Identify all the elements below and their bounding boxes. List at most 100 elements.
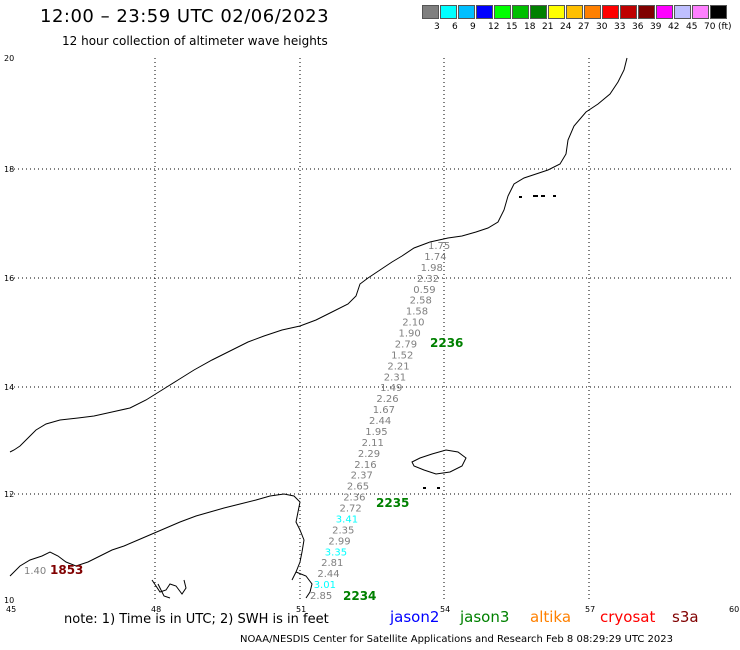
color-scale-label: 21 — [542, 22, 554, 32]
map-subtitle: 12 hour collection of altimeter wave hei… — [62, 34, 328, 48]
swh-reading: 2.10 — [402, 318, 424, 329]
latitude-tick-label: 20 — [4, 54, 14, 63]
swh-reading: 2.72 — [340, 504, 362, 515]
longitude-tick-label: 51 — [296, 605, 306, 614]
color-scale-label: 70 — [704, 22, 716, 32]
swh-reading: 2.65 — [347, 482, 369, 493]
swh-reading-west: 1.40 — [24, 566, 46, 577]
longitude-tick-label: 48 — [151, 605, 161, 614]
color-swatch — [458, 5, 475, 19]
swh-reading: 1.75 — [428, 241, 450, 252]
color-scale-bar — [422, 5, 728, 19]
color-swatch — [710, 5, 727, 19]
longitude-tick-label: 57 — [585, 605, 595, 614]
color-scale-label: 39 — [650, 22, 662, 32]
color-scale-label: 42 — [668, 22, 680, 32]
swh-reading: 2.81 — [321, 558, 343, 569]
color-swatch — [476, 5, 493, 19]
color-scale-label: 24 — [560, 22, 572, 32]
swh-reading: 2.44 — [369, 416, 391, 427]
longitude-tick-label: 60 — [729, 605, 739, 614]
legend-item-s3a: s3a — [672, 608, 699, 626]
swh-reading: 2.31 — [384, 372, 406, 383]
color-scale-unit: (ft) — [718, 22, 732, 32]
latitude-tick-label: 10 — [4, 596, 14, 605]
swh-reading: 2.32 — [417, 274, 439, 285]
swh-reading: 1.90 — [399, 329, 421, 340]
swh-reading: 2.37 — [351, 471, 373, 482]
pass-time-label: 2236 — [430, 336, 463, 350]
swh-reading: 2.44 — [317, 569, 339, 580]
swh-reading: 3.01 — [314, 580, 336, 591]
legend-item-altika: altika — [530, 608, 572, 626]
swh-reading: 1.98 — [421, 263, 443, 274]
color-scale-label: 3 — [434, 22, 440, 32]
swh-reading: 2.11 — [362, 438, 384, 449]
pass-time-label: 2234 — [343, 589, 376, 603]
color-scale-label: 9 — [470, 22, 476, 32]
swh-reading: 2.79 — [395, 339, 417, 350]
swh-reading: 2.85 — [310, 591, 332, 602]
swh-readings: 1.751.741.982.320.592.581.582.101.902.79… — [310, 241, 450, 602]
color-swatch — [602, 5, 619, 19]
swh-reading: 0.59 — [413, 285, 435, 296]
latitude-tick-label: 18 — [4, 165, 14, 174]
swh-reading: 3.41 — [336, 514, 358, 525]
swh-reading: 2.58 — [410, 296, 432, 307]
color-scale-label: 18 — [524, 22, 536, 32]
footer-note: note: 1) Time is in UTC; 2) SWH is in fe… — [64, 612, 329, 627]
pass-time-label: 2235 — [376, 496, 409, 510]
swh-reading: 1.74 — [424, 252, 446, 263]
color-scale-label: 30 — [596, 22, 608, 32]
longitude-tick-label: 45 — [6, 605, 16, 614]
swh-reading: 2.26 — [376, 394, 398, 405]
color-scale-label: 12 — [488, 22, 500, 32]
swh-reading: 3.35 — [325, 547, 347, 558]
latitude-tick-labels: 20 18 16 14 12 10 — [4, 54, 14, 605]
swh-reading: 1.95 — [365, 427, 387, 438]
swh-reading: 2.36 — [343, 493, 365, 504]
pass-time-labels: 2236 2235 2234 1853 — [50, 336, 463, 603]
color-swatch — [674, 5, 691, 19]
color-swatch — [692, 5, 709, 19]
color-swatch — [494, 5, 511, 19]
swh-reading: 1.49 — [380, 383, 402, 394]
swh-reading: 2.35 — [332, 525, 354, 536]
latitude-tick-label: 16 — [4, 274, 14, 283]
swh-reading: 2.21 — [387, 361, 409, 372]
legend-item-jason3: jason3 — [460, 608, 510, 626]
color-scale-label: 45 — [686, 22, 698, 32]
color-scale-label: 15 — [506, 22, 518, 32]
color-swatch — [512, 5, 529, 19]
color-swatch — [584, 5, 601, 19]
color-swatch — [620, 5, 637, 19]
longitude-tick-label: 54 — [440, 605, 450, 614]
color-scale-label: 6 — [452, 22, 458, 32]
swh-reading: 1.58 — [406, 307, 428, 318]
color-swatch — [656, 5, 673, 19]
longitude-tick-labels: 45 48 51 54 57 60 — [6, 605, 739, 614]
color-swatch — [638, 5, 655, 19]
color-swatch — [566, 5, 583, 19]
footer-credit: NOAA/NESDIS Center for Satellite Applica… — [240, 634, 673, 645]
map-grid — [10, 58, 733, 600]
swh-reading: 2.99 — [328, 536, 350, 547]
color-swatch — [530, 5, 547, 19]
color-swatch — [440, 5, 457, 19]
legend-item-cryosat: cryosat — [600, 608, 656, 626]
coastline — [9, 57, 628, 599]
swh-reading: 2.16 — [354, 460, 376, 471]
color-scale-label: 27 — [578, 22, 590, 32]
color-scale-label: 36 — [632, 22, 644, 32]
latitude-tick-label: 12 — [4, 490, 14, 499]
swh-reading: 1.67 — [373, 405, 395, 416]
color-swatch — [422, 5, 439, 19]
legend-item-jason2: jason2 — [390, 608, 440, 626]
color-scale-label: 33 — [614, 22, 626, 32]
swh-reading: 1.52 — [391, 350, 413, 361]
islands — [423, 195, 556, 489]
map-title: 12:00 – 23:59 UTC 02/06/2023 — [40, 6, 330, 27]
color-swatch — [548, 5, 565, 19]
latitude-tick-label: 14 — [4, 383, 14, 392]
